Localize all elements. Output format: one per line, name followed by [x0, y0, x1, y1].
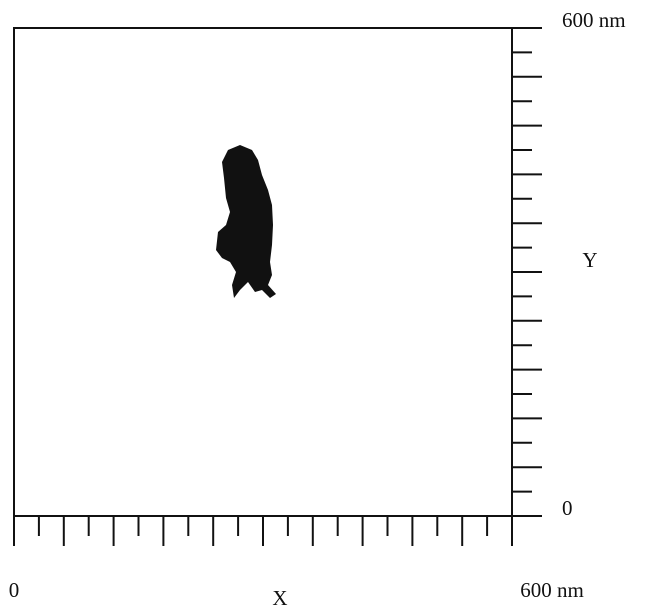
- x-tick-label: 0: [9, 578, 20, 602]
- y-axis-label: Y: [582, 248, 597, 272]
- x-tick-label: 600 nm: [520, 578, 584, 602]
- x-axis-label: X: [272, 586, 287, 610]
- y-tick-label: 600 nm: [562, 8, 626, 32]
- y-tick-label: 0: [562, 496, 573, 520]
- chart: X Y 0 600 nm 0 600 nm: [0, 0, 651, 611]
